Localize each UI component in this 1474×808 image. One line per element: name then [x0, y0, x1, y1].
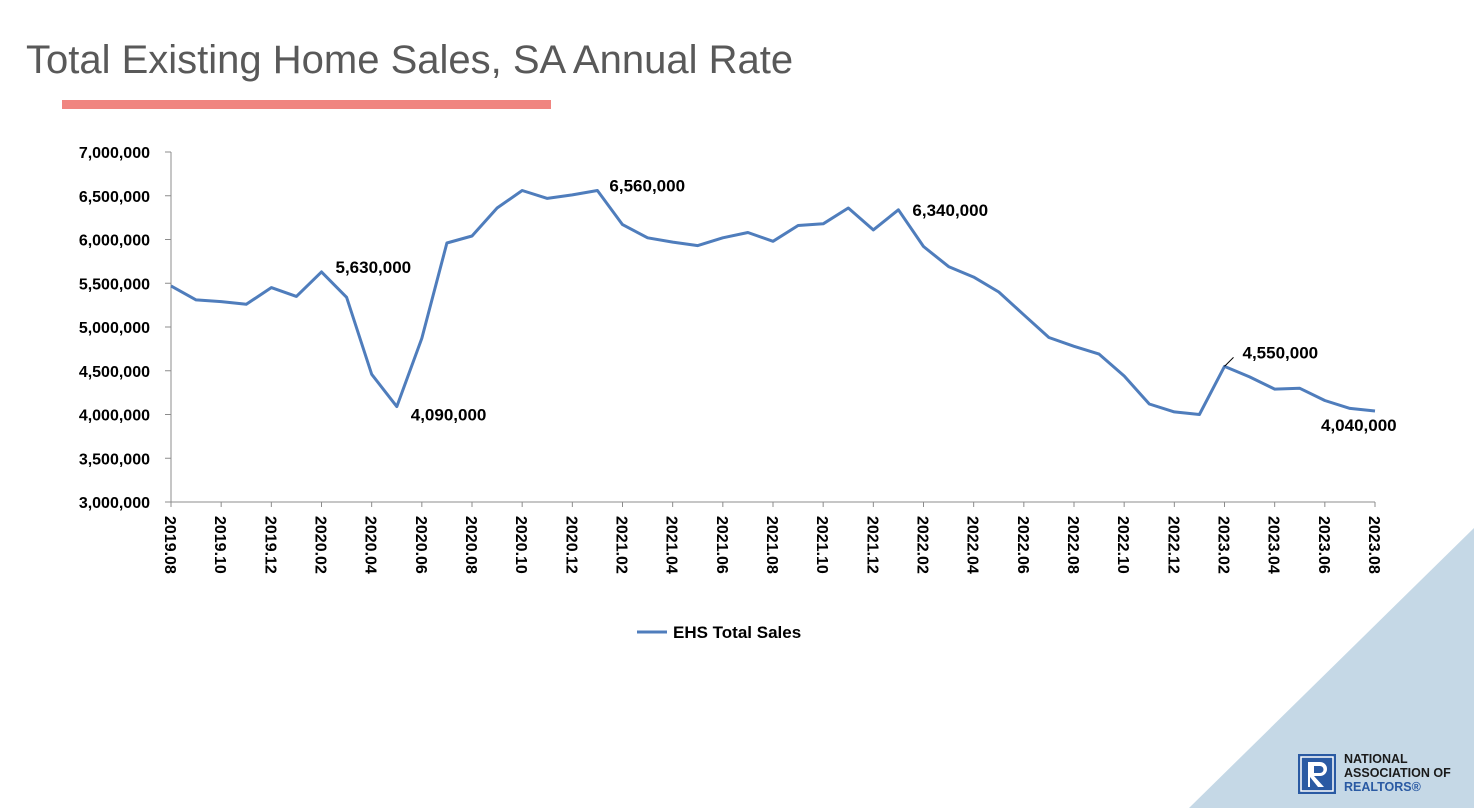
logo-text: NATIONAL ASSOCIATION OF REALTORS®	[1344, 752, 1451, 794]
realtor-r-icon	[1298, 754, 1336, 794]
x-tick-label: 2022.02	[914, 516, 931, 574]
x-tick-label: 2023.06	[1315, 516, 1332, 574]
x-tick-label: 2019.08	[161, 516, 178, 574]
data-label: 4,090,000	[411, 406, 487, 425]
y-tick-label: 3,000,000	[79, 495, 150, 512]
y-tick-label: 7,000,000	[79, 145, 150, 162]
legend-label: EHS Total Sales	[673, 623, 801, 642]
x-tick-label: 2021.12	[863, 516, 880, 574]
x-tick-label: 2021.10	[813, 516, 830, 574]
y-tick-label: 5,500,000	[79, 276, 150, 293]
x-tick-label: 2020.06	[412, 516, 429, 574]
x-tick-label: 2022.04	[964, 516, 981, 574]
x-tick-label: 2023.08	[1365, 516, 1382, 574]
series-line-ehs-total-sales	[170, 189, 1376, 416]
x-tick-label: 2021.06	[713, 516, 730, 574]
x-tick-label: 2022.08	[1064, 516, 1081, 574]
logo-line-3: REALTORS®	[1344, 780, 1421, 794]
x-tick-label: 2020.10	[512, 516, 529, 574]
data-label: 4,550,000	[1243, 343, 1319, 362]
x-tick-label: 2020.12	[562, 516, 579, 574]
y-tick-label: 6,500,000	[79, 189, 150, 206]
chart-title: Total Existing Home Sales, SA Annual Rat…	[26, 38, 794, 82]
x-tick-label: 2021.08	[763, 516, 780, 574]
corner-decoration	[1189, 528, 1474, 808]
data-label-leader	[1224, 357, 1234, 367]
x-tick-label: 2022.10	[1114, 516, 1131, 574]
data-label: 5,630,000	[336, 258, 412, 277]
x-tick-label: 2023.02	[1215, 516, 1232, 574]
data-label: 4,040,000	[1321, 416, 1397, 435]
y-tick-label: 3,500,000	[79, 451, 150, 468]
x-tick-label: 2020.08	[462, 516, 479, 574]
x-tick-label: 2023.04	[1265, 516, 1282, 574]
x-tick-label: 2021.02	[613, 516, 630, 574]
x-tick-label: 2022.06	[1014, 516, 1031, 574]
x-tick-label: 2020.04	[362, 516, 379, 574]
x-tick-label: 2019.12	[261, 516, 278, 574]
data-label: 6,560,000	[609, 177, 685, 196]
logo-line-2: ASSOCIATION OF	[1344, 766, 1451, 780]
y-tick-label: 6,000,000	[79, 233, 150, 250]
x-tick-label: 2020.02	[312, 516, 329, 574]
y-tick-label: 5,000,000	[79, 320, 150, 337]
y-tick-label: 4,000,000	[79, 408, 150, 425]
x-tick-label: 2021.04	[663, 516, 680, 574]
nar-logo: NATIONAL ASSOCIATION OF REALTORS®	[1298, 752, 1468, 798]
y-tick-label: 4,500,000	[79, 364, 150, 381]
logo-line-1: NATIONAL	[1344, 752, 1408, 766]
corner-triangle	[1189, 528, 1474, 808]
data-label: 6,340,000	[912, 201, 988, 220]
title-accent-bar	[62, 100, 551, 109]
x-tick-label: 2022.12	[1164, 516, 1181, 574]
x-tick-label: 2019.10	[211, 516, 228, 574]
